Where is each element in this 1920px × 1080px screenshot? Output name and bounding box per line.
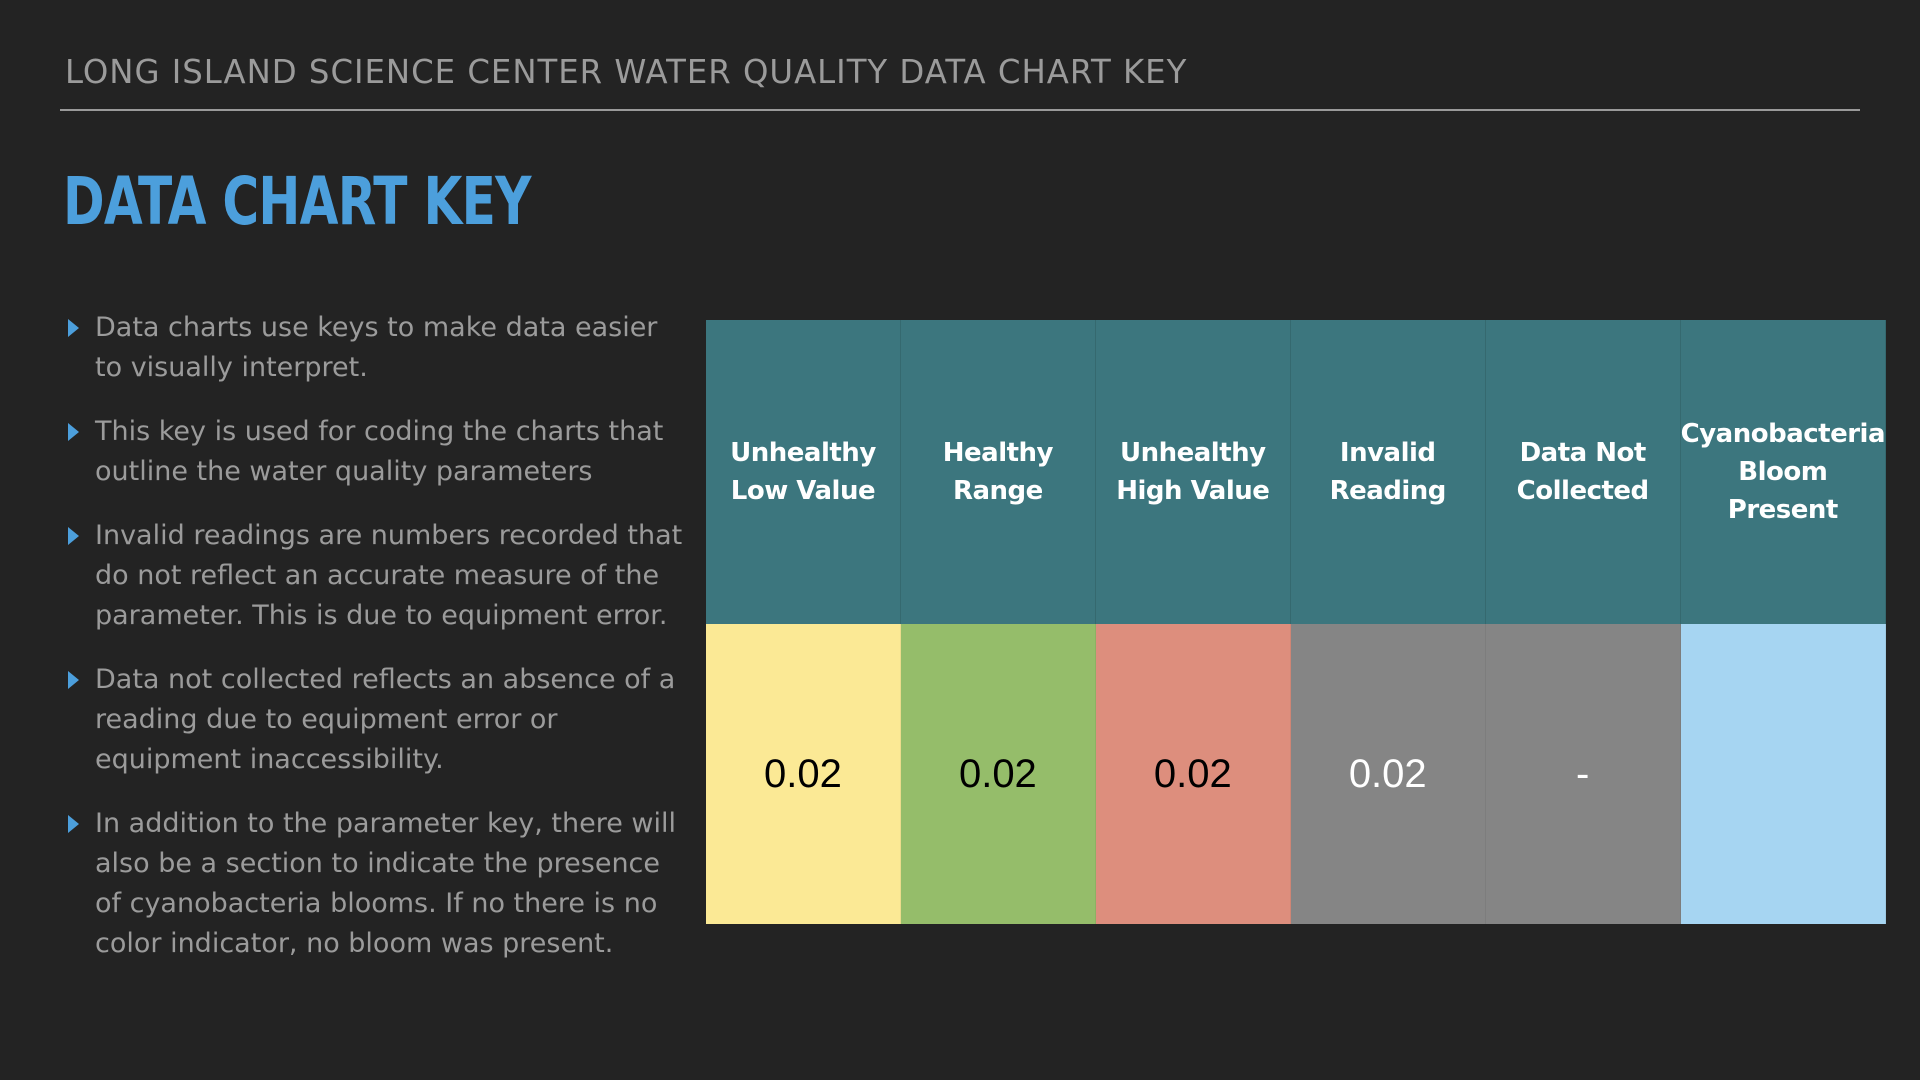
key-swatch-unhealthy-high: 0.02 bbox=[1095, 624, 1291, 924]
key-header-unhealthy-low: Unhealthy Low Value bbox=[706, 320, 901, 624]
bullet-item: Data not collected reflects an absence o… bbox=[66, 660, 686, 780]
slide-header: LONG ISLAND SCIENCE CENTER WATER QUALITY… bbox=[65, 52, 1188, 91]
bullet-text: Invalid readings are numbers recorded th… bbox=[95, 520, 683, 631]
bullet-item: This key is used for coding the charts t… bbox=[66, 412, 686, 492]
triangle-bullet-icon bbox=[68, 527, 79, 545]
key-swatch-invalid-reading: 0.02 bbox=[1290, 624, 1486, 924]
triangle-bullet-icon bbox=[68, 671, 79, 689]
bullet-text: In addition to the parameter key, there … bbox=[95, 808, 677, 959]
key-swatch-data-not-collected: - bbox=[1485, 624, 1681, 924]
key-header-data-not-collected: Data Not Collected bbox=[1485, 320, 1681, 624]
bullet-list: Data charts use keys to make data easier… bbox=[66, 308, 686, 988]
page-title: DATA CHART KEY bbox=[63, 163, 531, 240]
bullet-item: Data charts use keys to make data easier… bbox=[66, 308, 686, 388]
triangle-bullet-icon bbox=[68, 319, 79, 337]
bullet-item: In addition to the parameter key, there … bbox=[66, 804, 686, 964]
key-header-cyanobacteria-bloom: Cyanobacteria Bloom Present bbox=[1680, 320, 1886, 624]
bullet-item: Invalid readings are numbers recorded th… bbox=[66, 516, 686, 636]
key-header-invalid-reading: Invalid Reading bbox=[1290, 320, 1486, 624]
chart-key-table: Unhealthy Low Value Healthy Range Unheal… bbox=[706, 320, 1886, 924]
bullet-text: Data charts use keys to make data easier… bbox=[95, 312, 658, 383]
triangle-bullet-icon bbox=[68, 815, 79, 833]
key-swatch-cyanobacteria-bloom bbox=[1680, 624, 1886, 924]
header-divider bbox=[60, 109, 1860, 111]
bullet-text: Data not collected reflects an absence o… bbox=[95, 664, 676, 775]
key-swatch-healthy-range: 0.02 bbox=[900, 624, 1096, 924]
key-header-healthy-range: Healthy Range bbox=[900, 320, 1096, 624]
triangle-bullet-icon bbox=[68, 423, 79, 441]
bullet-text: This key is used for coding the charts t… bbox=[95, 416, 664, 487]
key-swatch-unhealthy-low: 0.02 bbox=[706, 624, 901, 924]
key-header-unhealthy-high: Unhealthy High Value bbox=[1095, 320, 1291, 624]
